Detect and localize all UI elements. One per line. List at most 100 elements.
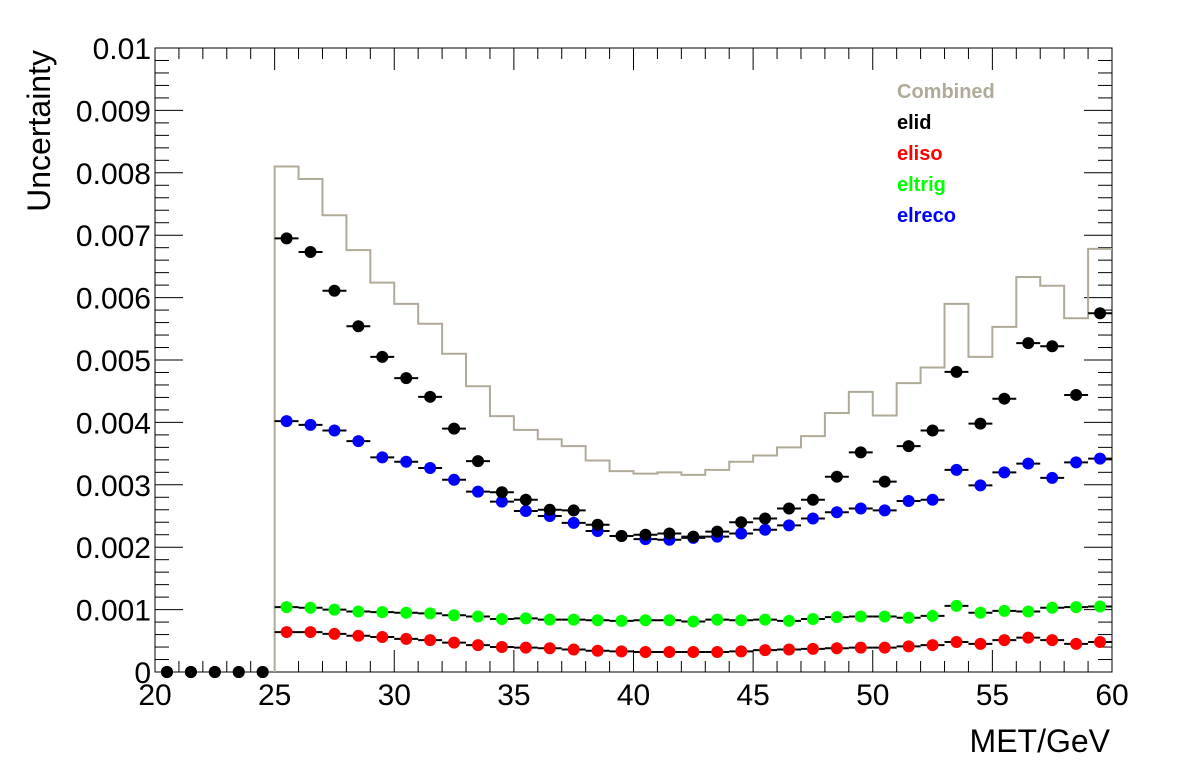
data-point [567,516,580,529]
data-point [424,461,437,474]
data-point [1070,601,1083,614]
data-point [280,232,293,245]
y-tick-label: 0.001 [76,595,151,628]
data-point [495,641,508,654]
x-tick-label: 20 [138,679,171,712]
y-tick-label: 0.004 [76,407,151,440]
series-eltrig [160,599,1112,678]
data-point [280,601,293,614]
data-point [352,605,365,618]
data-point [783,519,796,532]
data-point [639,646,652,659]
data-point [1094,307,1107,320]
data-point [783,502,796,515]
data-point [974,479,987,492]
data-points [160,232,1112,678]
x-tick-label: 60 [1095,679,1128,712]
data-point [615,529,628,542]
y-tick-label: 0.008 [76,158,151,191]
data-point [878,641,891,654]
data-point [376,350,389,363]
y-tick-label: 0.003 [76,470,151,503]
data-point [687,530,700,543]
data-point [830,470,843,483]
legend-entry-eltrig: eltrig [897,174,946,196]
x-tick-label: 40 [617,679,650,712]
data-point [495,495,508,508]
x-tick-label: 45 [736,679,769,712]
data-point [495,612,508,625]
data-point [735,645,748,658]
data-point [376,631,389,644]
data-point [1022,337,1035,350]
data-point [352,435,365,448]
data-point [160,666,173,678]
data-point [687,646,700,659]
data-point [208,666,221,678]
data-point [471,639,484,652]
data-point [400,372,413,385]
data-point [878,504,891,517]
data-point [519,505,532,518]
data-point [998,634,1011,647]
data-point [448,473,461,486]
data-point [950,599,963,612]
data-point [998,466,1011,479]
data-point [591,518,604,531]
y-tick-label: 0.005 [76,345,151,378]
data-point [639,614,652,627]
data-point [950,463,963,476]
axis-ticks [154,47,1113,673]
data-point [352,320,365,333]
data-point [256,666,269,678]
data-point [854,446,867,459]
y-tick-label: 0.01 [93,33,151,66]
data-point [1046,601,1059,614]
data-point [1022,631,1035,644]
data-point [806,493,819,506]
data-point [878,610,891,623]
data-point [1046,340,1059,353]
data-point [759,613,772,626]
data-point [448,422,461,435]
data-point [1094,600,1107,613]
data-point [1094,636,1107,649]
combined-step-histogram [273,165,1112,672]
data-point [328,284,341,297]
data-point [448,609,461,622]
data-point [759,523,772,536]
data-point [471,485,484,498]
data-point [854,502,867,515]
data-point [376,606,389,619]
data-point [926,609,939,622]
y-tick-label: 0.007 [76,220,151,253]
data-point [400,606,413,619]
data-point [950,636,963,649]
legend-entry-elreco: elreco [897,205,956,227]
data-point [878,475,891,488]
data-point [615,614,628,627]
data-point [519,493,532,506]
data-point [998,392,1011,405]
data-point [806,612,819,625]
data-point [591,614,604,627]
data-point [543,503,556,516]
data-point [902,611,915,624]
data-point [543,613,556,626]
data-point [735,614,748,627]
y-tick-labels: 0 0.001 0.002 0.003 0.004 0.005 0.006 0.007 0.00… [76,33,151,690]
data-point [783,614,796,627]
data-point [376,451,389,464]
data-point [400,632,413,645]
data-point [926,639,939,652]
data-point [759,644,772,657]
data-point [735,527,748,540]
x-tick-label: 35 [497,679,530,712]
data-point [567,613,580,626]
data-point [806,642,819,655]
legend-entry-elid: elid [897,112,931,134]
x-tick-label: 30 [378,679,411,712]
x-tick-label: 50 [856,679,889,712]
data-point [1070,456,1083,469]
